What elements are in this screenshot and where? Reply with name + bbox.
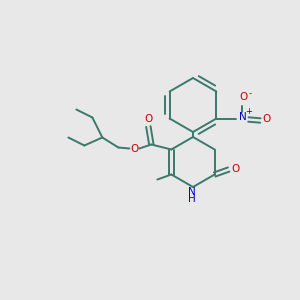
Text: N: N [188, 187, 196, 197]
Text: O: O [232, 164, 240, 175]
Text: O: O [144, 115, 152, 124]
Text: O: O [239, 92, 247, 103]
Text: N: N [238, 112, 246, 122]
Text: O: O [262, 115, 271, 124]
Text: H: H [188, 194, 196, 204]
Text: -: - [249, 89, 252, 98]
Text: O: O [130, 143, 139, 154]
Text: +: + [245, 107, 252, 116]
